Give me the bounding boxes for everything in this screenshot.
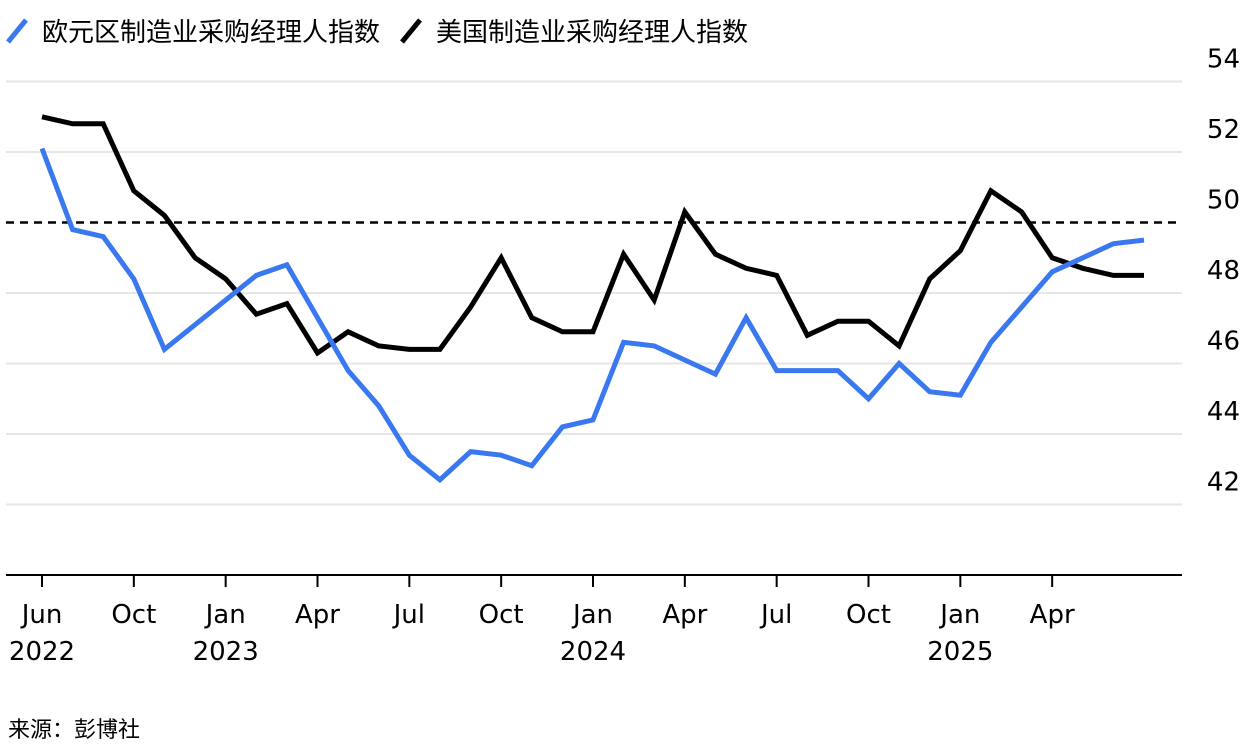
y-axis-ticks: 42 44 46 48 50 52 54 [1207, 45, 1240, 498]
x-tick-label-0: Jun [20, 600, 63, 630]
x-tick-label-6: Jan [571, 600, 613, 630]
y-tick-label-48: 48 [1207, 256, 1240, 286]
y-tick-label-50: 50 [1207, 186, 1240, 216]
series-lines [39, 114, 1145, 484]
x-tick-year-2: 2023 [193, 637, 259, 667]
legend-label-0: 欧元区制造业采购经理人指数 [42, 18, 380, 48]
x-tick-label-8: Jul [759, 600, 792, 630]
x-tick-label-7: Apr [662, 600, 707, 630]
x-tick-label-9: Oct [846, 600, 891, 630]
x-tick-label-3: Apr [295, 600, 340, 630]
x-tick-year-6: 2024 [560, 637, 626, 667]
y-tick-label-46: 46 [1207, 327, 1240, 357]
series-line-0 [39, 147, 1145, 484]
y-tick-label-42: 42 [1207, 468, 1240, 498]
x-tick-year-0: 2022 [9, 637, 75, 667]
legend-label-1: 美国制造业采购经理人指数 [436, 18, 748, 48]
source-label: 来源：彭博社 [8, 718, 140, 743]
x-tick-label-5: Oct [479, 600, 524, 630]
series-line-1 [41, 114, 1144, 357]
y-tick-label-52: 52 [1207, 115, 1240, 145]
x-axis: Jun 2022 Oct Jan 2023 Apr Jul Oct Jan 2024 Apr Jul O… [6, 574, 1182, 667]
legend-swatch-1 [400, 18, 422, 44]
x-tick-label-1: Oct [111, 600, 156, 630]
grid-lines [6, 80, 1182, 506]
x-tick-label-2: Jan [204, 600, 246, 630]
x-tick-year-10: 2025 [927, 637, 993, 667]
x-tick-label-11: Apr [1030, 600, 1075, 630]
y-tick-label-54: 54 [1207, 45, 1240, 75]
x-tick-label-4: Jul [392, 600, 425, 630]
chart-legend: 欧元区制造业采购经理人指数 美国制造业采购经理人指数 [6, 18, 748, 48]
x-tick-label-10: Jan [938, 600, 980, 630]
y-tick-label-44: 44 [1207, 397, 1240, 427]
legend-swatch-0 [6, 18, 28, 44]
